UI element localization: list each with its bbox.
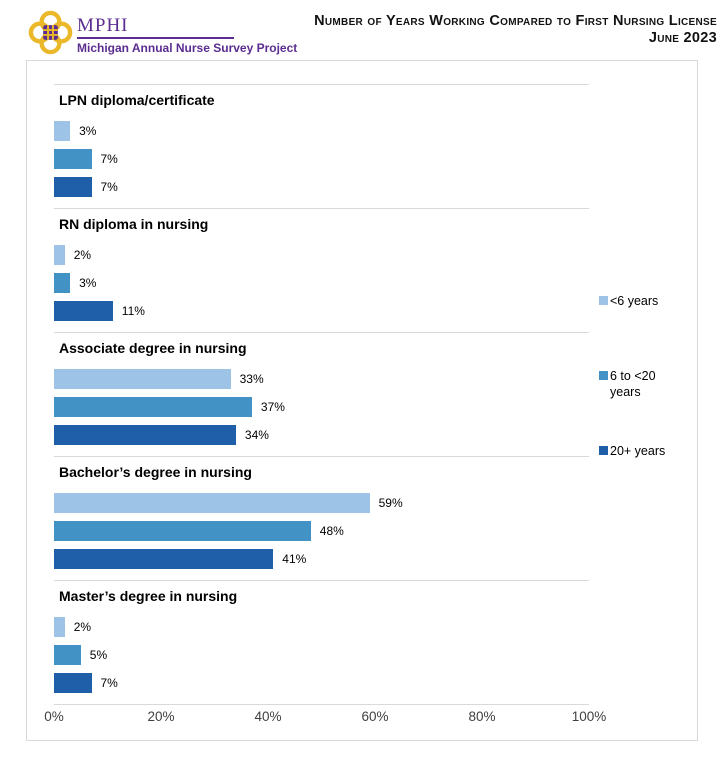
bar [54,177,92,197]
category-label: Associate degree in nursing [59,340,247,356]
category-label: RN diploma in nursing [59,216,209,232]
category-label: Master’s degree in nursing [59,588,238,604]
bar [54,301,113,321]
bar-value-label: 2% [73,620,92,634]
bar-value-label: 7% [100,152,118,166]
legend-swatch-icon [599,446,608,455]
x-axis-tick-label: 20% [147,709,175,724]
bar [54,245,65,265]
chart-title-line2: June 2023 [648,30,717,46]
category-band: Associate degree in nursing 33% 37% 34% [54,332,589,456]
x-axis-tick-label: 0% [44,709,64,724]
bar-value-label: 59% [378,496,403,510]
bar [54,673,92,693]
legend-swatch-icon [599,371,608,380]
x-axis-tick-label: 100% [571,709,607,724]
bar-value-label: 7% [100,676,118,690]
bar [54,273,71,293]
logo-org-name: MPHI [77,15,129,36]
category-band: Bachelor’s degree in nursing 59% 48% 41% [54,456,589,580]
legend-label: <6 years [610,294,659,308]
bar [54,493,370,513]
bar-value-label: 48% [319,524,344,538]
bar-value-label: 34% [244,428,269,442]
bar [54,617,65,637]
chart-title-line1: Number of Years Working Compared to Firs… [314,13,717,29]
bar [54,549,274,569]
bar-chart: LPN diploma/certificate 3% 7% 7% RN diploma … [26,60,698,741]
bar [54,521,311,541]
category-label: Bachelor’s degree in nursing [59,464,252,480]
logo-subtitle: Michigan Annual Nurse Survey Project [77,41,298,55]
report-header: MPHI Michigan Annual Nurse Survey Projec… [0,0,725,60]
bar [54,149,92,169]
bar [54,121,71,141]
bar [54,397,252,417]
bar-value-label: 5% [89,648,108,662]
legend-label: 6 to <20 years [610,369,656,399]
bar-value-label: 3% [79,276,97,290]
category-band: RN diploma in nursing 2% 3% 11% [54,208,589,332]
bar [54,425,236,445]
bar-value-label: 2% [73,248,92,262]
x-axis-tick-label: 60% [361,709,389,724]
bar [54,645,81,665]
category-label: LPN diploma/certificate [59,92,215,108]
category-band: LPN diploma/certificate 3% 7% 7% [54,84,589,208]
bar [54,369,231,389]
bar-value-label: 7% [100,180,118,194]
mphi-logo-icon [28,10,73,55]
bar-value-label: 3% [79,124,97,138]
bar-value-label: 37% [260,400,285,414]
logo-underline [77,37,234,39]
category-band: Master’s degree in nursing 2% 5% 7% [54,580,589,704]
chart-title: Number of Years Working Compared to Firs… [314,13,717,47]
bar-value-label: 33% [239,372,264,386]
legend-label: 20+ years [610,444,666,458]
x-axis-line [54,704,589,705]
bar-value-label: 41% [282,552,307,566]
bar-value-label: 11% [121,304,145,318]
legend-swatch-icon [599,296,608,305]
x-axis-tick-label: 40% [254,709,282,724]
x-axis-tick-label: 80% [468,709,496,724]
